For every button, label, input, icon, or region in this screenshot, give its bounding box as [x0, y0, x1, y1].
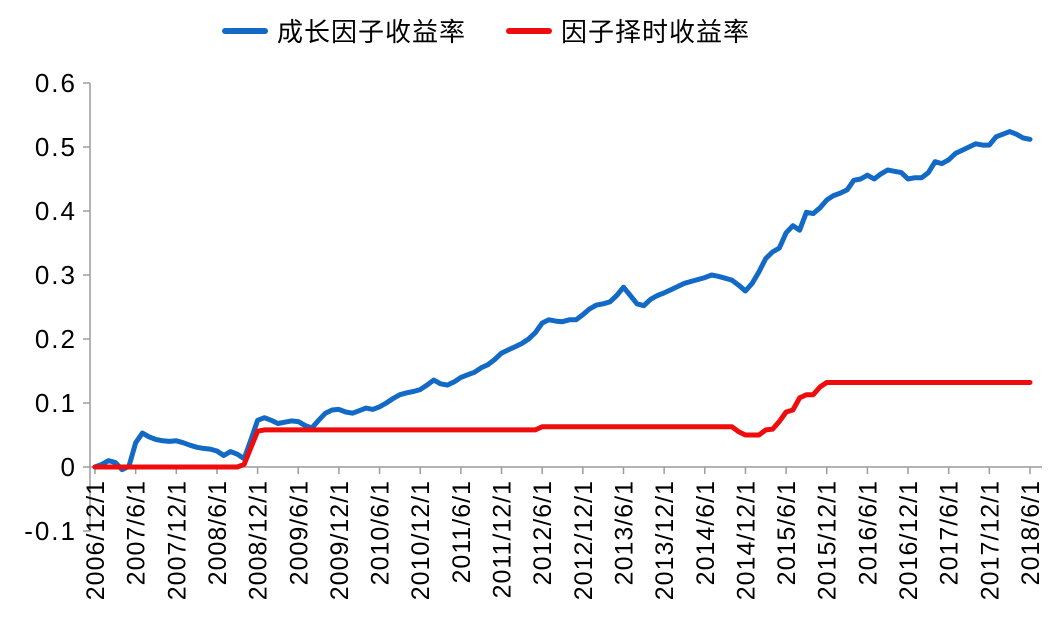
growth-factor-line-swatch	[222, 27, 268, 34]
x-tick-label: 2016/12/1	[895, 480, 923, 600]
x-tick-label: 2008/6/1	[204, 480, 232, 585]
x-tick-label: 2013/6/1	[610, 480, 638, 585]
x-tick-label: 2016/6/1	[854, 480, 882, 585]
growth-factor-line	[92, 129, 1033, 473]
x-tick-label: 2014/6/1	[692, 480, 720, 585]
x-tick-label: 2008/12/1	[245, 480, 273, 600]
x-tick-label: 2013/12/1	[651, 480, 679, 600]
factor-timing-line	[92, 380, 1033, 470]
legend-item-growth-factor: 成长因子收益率	[222, 12, 466, 49]
legend-item-factor-timing: 因子择时收益率	[506, 12, 750, 49]
x-tick-label: 2015/12/1	[814, 480, 842, 600]
x-tick-label: 2014/12/1	[732, 480, 760, 600]
x-tick-label: 2012/12/1	[570, 480, 598, 600]
x-tick-label: 2017/12/1	[976, 480, 1004, 600]
x-tick-label: 2007/12/1	[163, 480, 191, 600]
x-tick-label: 2015/6/1	[773, 480, 801, 585]
y-tick-label: 0.3	[35, 260, 77, 290]
legend: 成长因子收益率 因子择时收益率	[222, 12, 750, 49]
factor-timing-line-swatch	[506, 27, 553, 34]
x-tick-label: 2012/6/1	[529, 480, 557, 585]
x-tick-label: 2009/6/1	[285, 480, 313, 585]
x-tick-label: 2009/12/1	[326, 480, 354, 600]
y-tick-label: 0.5	[35, 132, 77, 162]
x-tick-label: 2011/6/1	[448, 480, 476, 583]
growth-factor-legend-label: 成长因子收益率	[277, 17, 467, 47]
series-layer	[92, 129, 1033, 473]
x-tick-label: 2010/6/1	[367, 480, 395, 585]
factor-timing-legend-label: 因子择时收益率	[561, 17, 751, 47]
x-tick-label: 2006/12/1	[82, 480, 110, 600]
x-tick-label: 2007/6/1	[123, 480, 151, 585]
axes-layer: 0.6 0.5 0.4 0.3 0.2 0.1 0 -0.1 2006/12/1 2007/6/1…	[24, 68, 1045, 600]
x-tick-label: 2010/12/1	[407, 480, 435, 600]
y-tick-label: -0.1	[24, 516, 77, 546]
x-tick-label: 2011/12/1	[489, 480, 517, 598]
y-tick-label: 0.2	[35, 324, 77, 354]
x-tick-label: 2017/6/1	[936, 480, 964, 585]
y-tick-label: 0.4	[35, 196, 77, 226]
y-tick-label: 0	[61, 452, 77, 482]
y-tick-label: 0.1	[35, 388, 77, 418]
x-tick-label: 2018/6/1	[1017, 480, 1045, 585]
y-tick-label: 0.6	[35, 68, 77, 98]
